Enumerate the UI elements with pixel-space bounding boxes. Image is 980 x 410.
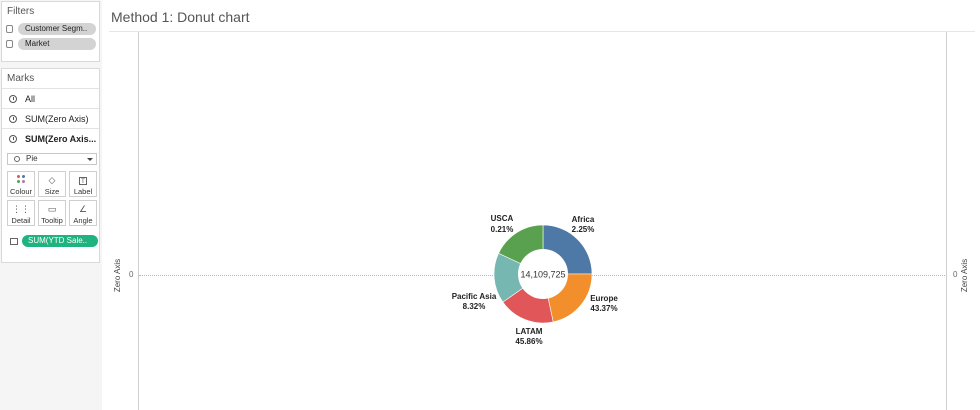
size-label: Size bbox=[44, 187, 60, 196]
marks-layer-zero-axis-1[interactable]: SUM(Zero Axis) bbox=[2, 108, 99, 128]
label-button[interactable]: T Label bbox=[69, 171, 97, 197]
slice-name-label: USCA bbox=[491, 214, 514, 223]
filter-customer-segment[interactable]: Customer Segm.. bbox=[6, 23, 96, 35]
pie-mark-icon bbox=[9, 134, 17, 143]
dimension-icon bbox=[6, 25, 13, 33]
slice-percent-label: 45.86% bbox=[515, 337, 542, 346]
mark-type-dropdown[interactable]: Pie bbox=[7, 153, 97, 165]
colour-label: Colour bbox=[9, 187, 33, 196]
size-button[interactable]: ◇ Size bbox=[38, 171, 66, 197]
marks-layer-label: SUM(Zero Axis... bbox=[25, 133, 97, 144]
slice-name-label: Pacific Asia bbox=[452, 292, 497, 301]
filters-card: Filters Customer Segm.. Market bbox=[1, 1, 100, 62]
angle-label: Angle bbox=[73, 216, 93, 225]
marks-title: Marks bbox=[7, 73, 35, 84]
donut-hole bbox=[518, 249, 568, 299]
slice-percent-label: 2.25% bbox=[572, 225, 595, 234]
tooltip-icon: ▭ bbox=[47, 204, 57, 214]
slice-percent-label: 8.32% bbox=[463, 302, 486, 311]
side-panel: Filters Customer Segm.. Market Marks All… bbox=[0, 0, 102, 410]
slice-percent-label: 43.37% bbox=[590, 304, 617, 313]
donut-chart: 14,109,725 Africa 2.25% Europe 43.37% LA… bbox=[452, 214, 619, 346]
text-label-icon: T bbox=[70, 175, 96, 186]
pie-mark-icon bbox=[9, 94, 17, 103]
tooltip-label: Tooltip bbox=[41, 216, 63, 225]
marks-layer-label: All bbox=[25, 93, 36, 104]
page-title: Method 1: Donut chart bbox=[111, 9, 250, 25]
worksheet: Method 1: Donut chart Zero Axis Zero Axi… bbox=[104, 0, 980, 410]
angle-button[interactable]: ∠ Angle bbox=[69, 200, 97, 226]
title-divider bbox=[109, 31, 975, 32]
angle-icon: ∠ bbox=[78, 204, 88, 214]
detail-dots-icon: ⋮⋮ bbox=[12, 204, 30, 214]
colour-button[interactable]: Colour bbox=[7, 171, 35, 197]
angle-field-label: SUM(YTD Sale.. bbox=[22, 235, 98, 247]
angle-encoding-icon bbox=[10, 237, 18, 245]
mark-type-value: Pie bbox=[26, 154, 38, 163]
pie-mark-icon bbox=[9, 114, 17, 123]
filter-market[interactable]: Market bbox=[6, 38, 96, 50]
slice-name-label: Africa bbox=[572, 215, 595, 224]
size-icon: ◇ bbox=[48, 175, 56, 185]
marks-layer-all[interactable]: All bbox=[2, 88, 99, 108]
filter-pill-label: Customer Segm.. bbox=[18, 23, 96, 35]
detail-label: Detail bbox=[11, 216, 31, 225]
axis-tick-left: 0 bbox=[129, 270, 134, 279]
detail-button[interactable]: ⋮⋮ Detail bbox=[7, 200, 35, 226]
label-label: Label bbox=[73, 187, 93, 196]
marks-card: Marks All SUM(Zero Axis) SUM(Zero Axis..… bbox=[1, 68, 100, 263]
pie-mark-icon bbox=[14, 156, 20, 162]
right-axis-line bbox=[946, 32, 947, 410]
axis-tick-right: 0 bbox=[953, 270, 958, 279]
angle-field-pill[interactable]: SUM(YTD Sale.. bbox=[10, 235, 98, 247]
slice-name-label: Europe bbox=[590, 294, 618, 303]
left-axis-line bbox=[138, 32, 139, 410]
dimension-icon bbox=[6, 40, 13, 48]
marks-layer-zero-axis-2[interactable]: SUM(Zero Axis... bbox=[2, 128, 99, 148]
colour-dots-icon bbox=[8, 175, 34, 186]
filter-pill-label: Market bbox=[18, 38, 96, 50]
filters-title: Filters bbox=[7, 6, 35, 17]
slice-name-label: LATAM bbox=[516, 327, 543, 336]
marks-layer-label: SUM(Zero Axis) bbox=[25, 113, 89, 124]
tooltip-button[interactable]: ▭ Tooltip bbox=[38, 200, 66, 226]
slice-percent-label: 0.21% bbox=[491, 225, 514, 234]
center-total-label: 14,109,725 bbox=[520, 270, 565, 280]
chevron-down-icon bbox=[87, 158, 93, 161]
